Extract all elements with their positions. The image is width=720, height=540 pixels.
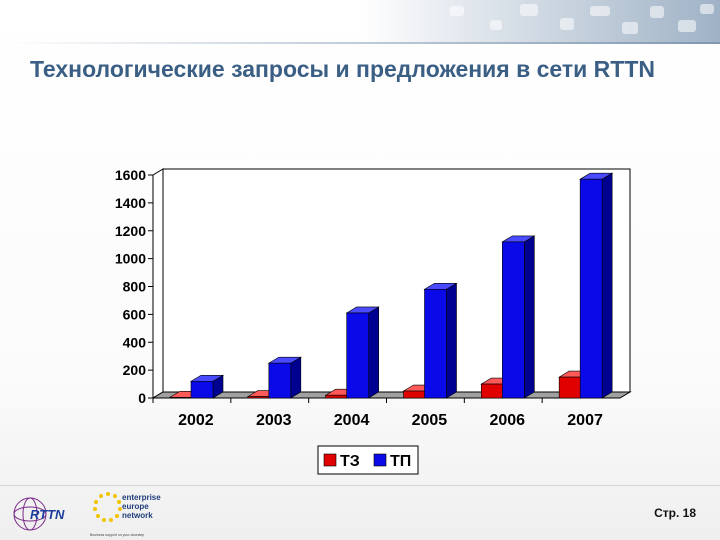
legend-swatch-ТЗ: [323, 453, 337, 467]
y-tick-label: 0: [138, 390, 146, 406]
bar-ТП: [190, 380, 214, 399]
header-divider: [0, 42, 720, 44]
bar-side-ТП: [290, 356, 302, 399]
y-tick-label: 400: [123, 334, 147, 350]
bar-ТП: [268, 362, 292, 399]
een-logo: enterprise europe network Business suppo…: [90, 492, 161, 537]
bar-ТЗ: [403, 390, 426, 399]
bar-ТЗ: [481, 383, 504, 399]
slide-title: Технологические запросы и предложения в …: [30, 56, 655, 82]
x-tick-label: 2005: [412, 412, 448, 429]
rttn-logo-text: RTTN: [30, 507, 65, 522]
y-tick-label: 800: [123, 279, 147, 295]
bar-side-ТП: [368, 306, 379, 399]
chart-left-wall: [152, 168, 164, 399]
een-line1: enterprise: [122, 493, 161, 502]
bar-chart: 0 200 400 600 800 1000 1200 1400 1600 2002 2003 200…: [115, 167, 632, 475]
legend-swatch-ТП: [373, 453, 387, 467]
x-tick-label: 2003: [256, 412, 292, 429]
bar-side-ТП: [446, 282, 457, 399]
y-tick-label: 1600: [115, 167, 146, 183]
x-tick-label: 2007: [567, 412, 603, 429]
bar-ТЗ: [169, 397, 193, 399]
bar-ТЗ: [558, 376, 582, 399]
y-tick-label: 1000: [115, 251, 146, 267]
x-tick-label: 2002: [178, 412, 214, 429]
legend-label: ТП: [390, 453, 411, 470]
bar-ТП: [502, 241, 525, 399]
chart-floor: [151, 391, 632, 399]
y-tick-label: 600: [123, 306, 147, 322]
een-tagline: Business support on your doorstep: [90, 533, 144, 537]
rttn-logo: RTTN: [13, 497, 65, 531]
y-tick-label: 1200: [115, 223, 146, 239]
chart-back-wall: [162, 168, 631, 393]
bar-side-ТП: [524, 235, 535, 399]
legend-label: ТЗ: [340, 453, 360, 470]
een-line2: europe: [122, 502, 149, 511]
bar-side-ТП: [601, 172, 613, 399]
y-tick-label: 200: [123, 362, 147, 378]
footer-divider: [0, 485, 720, 486]
een-line3: network: [122, 511, 153, 520]
bar-ТП: [424, 288, 447, 399]
bar-ТП: [579, 178, 603, 399]
header-decoration: [360, 0, 720, 44]
bar-ТП: [346, 312, 369, 399]
page-number: Стр. 18: [654, 506, 696, 520]
y-tick-label: 1400: [115, 195, 146, 211]
x-tick-label: 2004: [334, 412, 370, 429]
bar-ТЗ: [325, 394, 348, 399]
x-tick-label: 2006: [489, 412, 525, 429]
bar-ТЗ: [247, 396, 271, 399]
